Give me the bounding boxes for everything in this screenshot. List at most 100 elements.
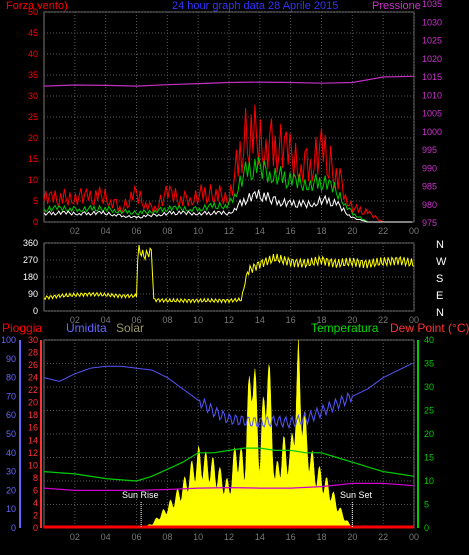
compass-label: N bbox=[436, 239, 444, 251]
humidity-y-tick-label: 40 bbox=[6, 448, 16, 458]
direction-y-tick-label: 180 bbox=[23, 272, 38, 282]
wind-y-tick-label: 5 bbox=[33, 196, 38, 206]
humidity-y-tick-label: 60 bbox=[6, 410, 16, 420]
temperature-line bbox=[43, 447, 415, 482]
rain-y-tick-label: 28 bbox=[28, 348, 38, 358]
wind-panel-x-tick-label: 06 bbox=[132, 226, 142, 236]
wind-panel-x-tick-label: 14 bbox=[255, 226, 265, 236]
rain-y-tick-label: 10 bbox=[28, 460, 38, 470]
compass-label: S bbox=[436, 273, 443, 285]
wind-y-tick-label: 0 bbox=[33, 217, 38, 227]
climate-panel-x-tick-label: 12 bbox=[224, 532, 234, 542]
temp-y-tick-label: 25 bbox=[424, 406, 434, 416]
climate-panel-x-tick-label: 00 bbox=[409, 532, 419, 542]
wind-y-tick-label: 45 bbox=[28, 28, 38, 38]
climate-panel: 02 04 06 08 10 12 14 16 18 20 22 000510152025303540… bbox=[1, 335, 434, 542]
rain-y-tick-label: 24 bbox=[28, 373, 38, 383]
direction-y-tick-label: 0 bbox=[33, 306, 38, 316]
temp-y-tick-label: 0 bbox=[424, 523, 429, 533]
pressure-y-tick-label: 1010 bbox=[422, 90, 442, 100]
humidity-y-tick-label: 30 bbox=[6, 467, 16, 477]
climate-panel-x-tick-label: 16 bbox=[286, 532, 296, 542]
direction-panel-x-tick-label: 20 bbox=[347, 315, 357, 325]
humidity-y-tick-label: 70 bbox=[6, 391, 16, 401]
rain-y-tick-label: 8 bbox=[33, 473, 38, 483]
direction-y-tick-label: 90 bbox=[28, 289, 38, 299]
humidity-y-tick-label: 50 bbox=[6, 429, 16, 439]
wind-panel-x-tick-label: 12 bbox=[224, 226, 234, 236]
pressure-line bbox=[43, 75, 415, 87]
climate-panel-x-tick-label: 22 bbox=[378, 532, 388, 542]
temp-y-tick-label: 15 bbox=[424, 453, 434, 463]
rain-y-tick-label: 0 bbox=[33, 523, 38, 533]
climate-panel-x-tick-label: 18 bbox=[317, 532, 327, 542]
pressure-y-tick-label: 985 bbox=[422, 182, 437, 192]
temp-y-tick-label: 35 bbox=[424, 359, 434, 369]
wind-y-tick-label: 15 bbox=[28, 154, 38, 164]
pressure-y-tick-label: 1020 bbox=[422, 54, 442, 64]
wind-sub-series-line bbox=[43, 189, 413, 223]
wind-y-tick-label: 10 bbox=[28, 175, 38, 185]
climate-panel-x-tick-label: 20 bbox=[347, 532, 357, 542]
pressure-y-tick-label: 1025 bbox=[422, 36, 442, 46]
direction-panel-x-tick-label: 06 bbox=[132, 315, 142, 325]
pressure-y-tick-label: 1030 bbox=[422, 17, 442, 27]
pressure-axis-title: Pressione bbox=[372, 0, 421, 12]
rain-y-tick-label: 4 bbox=[33, 498, 38, 508]
rain-y-tick-label: 26 bbox=[28, 360, 38, 370]
rain-y-tick-label: 30 bbox=[28, 335, 38, 345]
temp-y-tick-label: 30 bbox=[424, 382, 434, 392]
pressure-y-tick-label: 1005 bbox=[422, 109, 442, 119]
humidity-line bbox=[43, 362, 413, 430]
direction-y-tick-label: 360 bbox=[23, 238, 38, 248]
humidity-y-tick-label: 80 bbox=[6, 373, 16, 383]
legend-dewpoint: Dew Point (°C) bbox=[390, 321, 469, 335]
wind-axis-title: Forza vento) bbox=[6, 0, 68, 12]
humidity-y-tick-label: 10 bbox=[6, 504, 16, 514]
wind-panel: 02 04 06 08 10 12 14 16 18 20 22 000510152025303540… bbox=[28, 0, 442, 236]
pressure-y-tick-label: 980 bbox=[422, 200, 437, 210]
wind-y-tick-label: 50 bbox=[28, 7, 38, 17]
direction-panel-x-tick-label: 08 bbox=[162, 315, 172, 325]
compass-label: E bbox=[436, 290, 443, 302]
wind-y-tick-label: 20 bbox=[28, 133, 38, 143]
wind-panel-x-tick-label: 16 bbox=[286, 226, 296, 236]
wind-y-tick-label: 35 bbox=[28, 70, 38, 80]
legend-solar: Solar bbox=[116, 321, 145, 335]
direction-panel-x-tick-label: 18 bbox=[317, 315, 327, 325]
direction-panel-x-tick-label: 16 bbox=[286, 315, 296, 325]
pressure-y-tick-label: 1000 bbox=[422, 127, 442, 137]
wind-panel-x-tick-label: 04 bbox=[101, 226, 111, 236]
climate-panel-x-tick-label: 14 bbox=[255, 532, 265, 542]
rain-y-tick-label: 16 bbox=[28, 423, 38, 433]
wind-sub-series-line bbox=[43, 157, 413, 223]
humidity-y-tick-label: 100 bbox=[1, 335, 16, 345]
climate-panel-x-tick-label: 02 bbox=[70, 532, 80, 542]
rain-y-tick-label: 14 bbox=[28, 435, 38, 445]
pressure-y-tick-label: 995 bbox=[422, 145, 437, 155]
pressure-y-tick-label: 975 bbox=[422, 218, 437, 228]
direction-panel-x-tick-label: 10 bbox=[193, 315, 203, 325]
climate-panel-x-tick-label: 04 bbox=[101, 532, 111, 542]
climate-panel-x-tick-label: 10 bbox=[193, 532, 203, 542]
humidity-y-tick-label: 0 bbox=[11, 523, 16, 533]
legend-temperature: Temperatura bbox=[311, 321, 379, 335]
rain-y-tick-label: 6 bbox=[33, 485, 38, 495]
humidity-y-tick-label: 90 bbox=[6, 354, 16, 364]
legend-humidity: Umidita bbox=[66, 321, 107, 335]
wind-panel-x-tick-label: 20 bbox=[347, 226, 357, 236]
pressure-y-tick-label: 1035 bbox=[422, 0, 442, 9]
dewpoint-line bbox=[43, 482, 415, 491]
pressure-y-tick-label: 990 bbox=[422, 163, 437, 173]
rain-y-tick-label: 20 bbox=[28, 398, 38, 408]
rain-y-tick-label: 12 bbox=[28, 448, 38, 458]
rain-y-tick-label: 22 bbox=[28, 385, 38, 395]
compass-label: W bbox=[436, 256, 447, 268]
sunset-label: Sun Set bbox=[340, 490, 373, 500]
wind-series-line bbox=[43, 104, 413, 223]
wind-panel-x-tick-label: 02 bbox=[70, 226, 80, 236]
wind-y-tick-label: 40 bbox=[28, 49, 38, 59]
direction-line bbox=[43, 245, 415, 304]
